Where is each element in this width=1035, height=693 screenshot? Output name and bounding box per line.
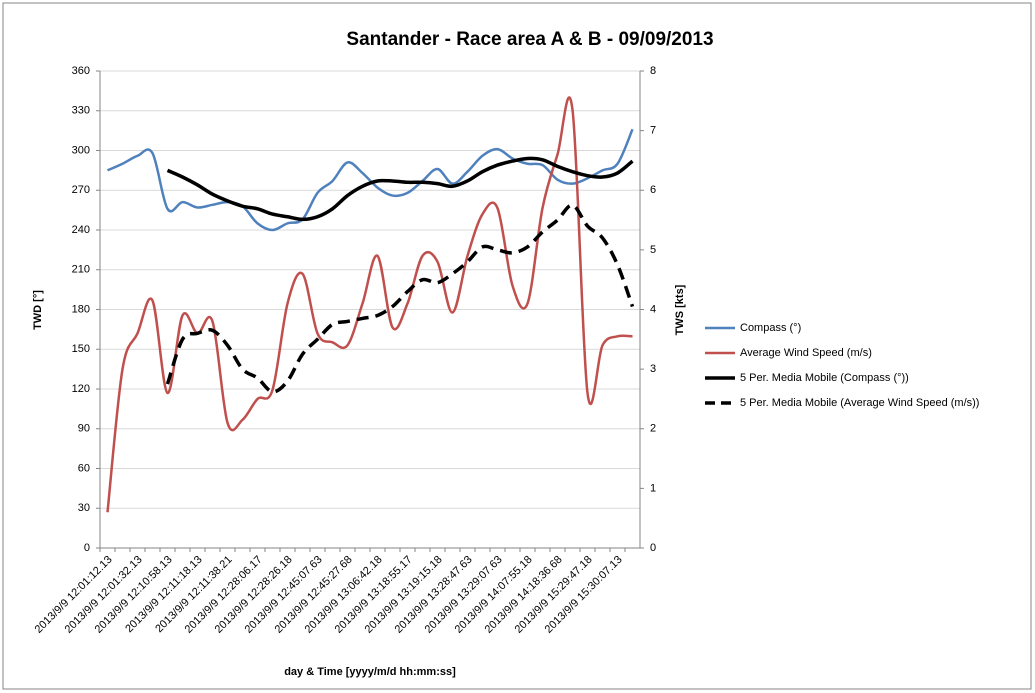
y-tick-label: 0 — [84, 542, 90, 554]
y-tick-label: 330 — [72, 105, 90, 117]
legend-label: 5 Per. Media Mobile (Compass (°)) — [740, 372, 909, 384]
legend-label: Average Wind Speed (m/s) — [740, 347, 872, 359]
y-tick-label: 180 — [72, 303, 90, 315]
y2-tick-label: 6 — [650, 184, 656, 196]
series-line — [106, 96, 633, 513]
y2-tick-label: 8 — [650, 65, 656, 77]
y-tick-label: 300 — [72, 144, 90, 156]
legend-label: Compass (°) — [740, 322, 801, 334]
legend-label: 5 Per. Media Mobile (Average Wind Speed … — [740, 397, 979, 409]
y2-tick-label: 5 — [650, 244, 656, 256]
y-tick-label: 60 — [78, 462, 90, 474]
series-line — [165, 203, 635, 394]
chart-title: Santander - Race area A & B - 09/09/2013 — [346, 29, 713, 50]
y-axis-title: TWD [°] — [32, 290, 44, 330]
y-tick-label: 210 — [72, 264, 90, 276]
y-tick-label: 150 — [72, 343, 90, 355]
y2-tick-label: 4 — [650, 303, 656, 315]
y-tick-label: 90 — [78, 423, 90, 435]
y2-tick-label: 1 — [650, 482, 656, 494]
series-line — [166, 156, 634, 222]
y-tick-label: 120 — [72, 383, 90, 395]
y2-axis-title: TWS [kts] — [674, 284, 686, 335]
y-tick-label: 240 — [72, 224, 90, 236]
series-line — [106, 128, 634, 232]
y2-tick-label: 3 — [650, 363, 656, 375]
y-tick-label: 30 — [78, 502, 90, 514]
y2-tick-label: 0 — [650, 542, 656, 554]
y-tick-label: 270 — [72, 184, 90, 196]
y2-tick-label: 2 — [650, 423, 656, 435]
y-tick-label: 360 — [72, 65, 90, 77]
y2-tick-label: 7 — [650, 125, 656, 137]
x-axis-title: day & Time [yyyy/m/d hh:mm:ss] — [284, 666, 456, 678]
